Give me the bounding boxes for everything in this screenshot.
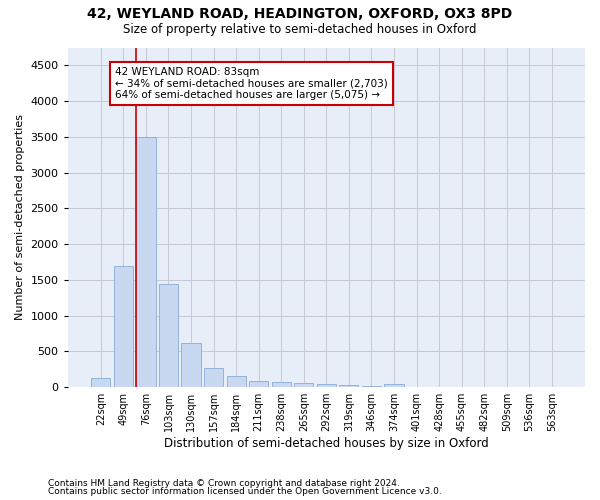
Bar [181, 343, 200, 387]
Text: 42 WEYLAND ROAD: 83sqm
← 34% of semi-detached houses are smaller (2,703)
64% of : 42 WEYLAND ROAD: 83sqm ← 34% of semi-det… [115, 67, 388, 100]
Bar [91, 378, 110, 387]
Bar [249, 381, 268, 387]
X-axis label: Distribution of semi-detached houses by size in Oxford: Distribution of semi-detached houses by … [164, 437, 489, 450]
Bar [227, 376, 246, 387]
Bar [407, 386, 426, 387]
Text: Contains public sector information licensed under the Open Government Licence v3: Contains public sector information licen… [48, 488, 442, 496]
Y-axis label: Number of semi-detached properties: Number of semi-detached properties [15, 114, 25, 320]
Text: Contains HM Land Registry data © Crown copyright and database right 2024.: Contains HM Land Registry data © Crown c… [48, 478, 400, 488]
Text: 42, WEYLAND ROAD, HEADINGTON, OXFORD, OX3 8PD: 42, WEYLAND ROAD, HEADINGTON, OXFORD, OX… [88, 8, 512, 22]
Bar [272, 382, 291, 387]
Bar [136, 137, 155, 387]
Bar [340, 386, 358, 387]
Bar [317, 384, 336, 387]
Bar [159, 284, 178, 387]
Bar [114, 266, 133, 387]
Bar [385, 384, 404, 387]
Bar [362, 386, 381, 387]
Bar [294, 384, 313, 387]
Bar [204, 368, 223, 387]
Text: Size of property relative to semi-detached houses in Oxford: Size of property relative to semi-detach… [123, 22, 477, 36]
